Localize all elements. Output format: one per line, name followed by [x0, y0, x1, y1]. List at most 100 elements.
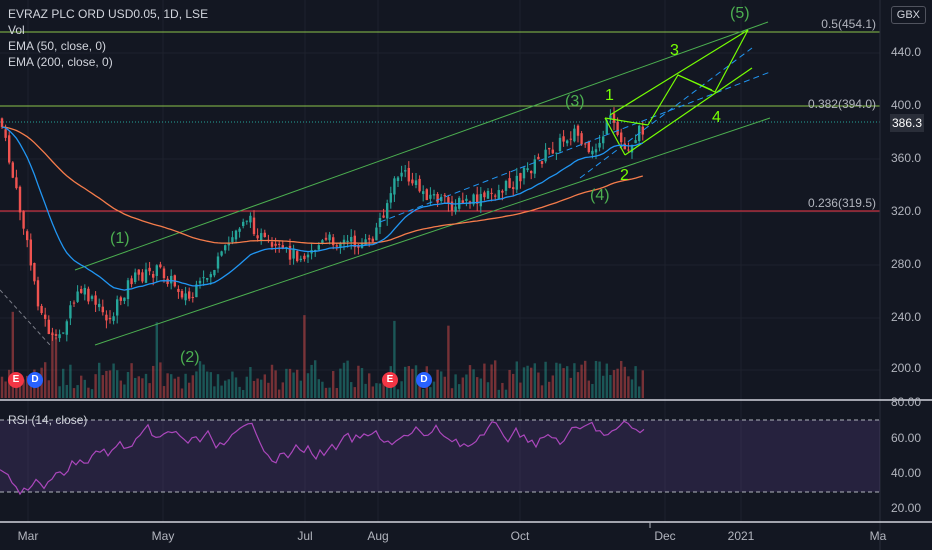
wave-label-5: (5) — [730, 5, 750, 22]
candle-body — [324, 237, 328, 240]
volume-bar — [206, 371, 209, 398]
candle-body — [170, 275, 173, 284]
candle-body — [123, 297, 126, 301]
candle-body — [537, 156, 540, 160]
volume-bar — [551, 375, 554, 398]
candle-body — [443, 195, 446, 197]
volume-bar — [44, 362, 47, 398]
projection-upper[interactable] — [609, 29, 749, 116]
volume-bar — [346, 360, 349, 398]
candle-body — [101, 306, 104, 313]
volume-bar — [303, 315, 306, 398]
candle-body — [332, 237, 335, 246]
currency-unit-button[interactable]: GBX — [890, 6, 926, 24]
candle-body — [486, 190, 490, 199]
candle-body — [594, 149, 598, 153]
volume-bar — [371, 386, 374, 398]
candle-body — [220, 251, 223, 256]
volume-bar — [98, 362, 101, 398]
volume-bar — [321, 381, 324, 398]
candle-body — [612, 113, 616, 123]
projection-cross[interactable] — [677, 74, 713, 91]
candle-body — [281, 245, 284, 249]
wave-label-4: (4) — [590, 187, 610, 204]
candle-body — [177, 288, 180, 292]
candle-body — [620, 132, 623, 143]
volume-bar — [170, 374, 173, 398]
volume-bar — [288, 368, 292, 398]
candle-body — [184, 293, 187, 301]
volume-bar — [598, 361, 601, 398]
volume-bar — [292, 372, 295, 398]
volume-bar — [245, 376, 248, 398]
price-axis-bg[interactable] — [880, 0, 932, 550]
rsi-label[interactable]: RSI (14, close) — [8, 413, 87, 427]
volume-bar — [429, 387, 432, 398]
volume-bar — [314, 360, 317, 398]
projection-lower[interactable] — [624, 67, 753, 156]
earnings-icon[interactable]: E — [8, 372, 24, 388]
candle-body — [234, 230, 238, 240]
volume-bar — [350, 382, 353, 398]
volume-bar — [368, 373, 371, 398]
candle-body — [429, 194, 432, 199]
wave-2-line[interactable] — [604, 117, 626, 156]
volume-bar — [260, 379, 263, 398]
candle-body — [22, 211, 25, 229]
candle-body — [461, 200, 464, 204]
last-price-tag: 386.3 — [890, 114, 924, 132]
candle-body — [69, 305, 72, 319]
volume-bar — [620, 360, 623, 398]
volume-bar — [209, 372, 212, 398]
ema200-legend[interactable]: EMA (200, close, 0) — [8, 55, 113, 69]
volume-bar — [216, 374, 220, 398]
candle-body — [278, 243, 281, 245]
ema50-legend[interactable]: EMA (50, close, 0) — [8, 39, 107, 53]
vol-legend[interactable]: Vol — [8, 23, 25, 37]
rsi-line[interactable] — [0, 420, 645, 496]
volume-bar — [558, 363, 562, 398]
wave-projection[interactable] — [604, 29, 753, 156]
channel-lower-line[interactable] — [94, 117, 771, 346]
volume-bar — [605, 363, 608, 398]
volume-bar — [234, 377, 238, 398]
volume-bar — [357, 365, 360, 398]
candle-body — [353, 235, 356, 248]
volume-bar — [472, 369, 475, 398]
channel-upper-line[interactable] — [74, 21, 769, 271]
volume-bar — [422, 388, 425, 398]
volume-bar — [11, 311, 14, 398]
volume-bar — [54, 337, 58, 398]
candle-body — [141, 272, 144, 282]
candle-body — [414, 180, 418, 186]
candle-body — [134, 272, 137, 283]
projection-path[interactable] — [647, 29, 749, 126]
candle-body — [476, 194, 479, 204]
candle-body — [432, 194, 436, 196]
ema-50-line[interactable] — [1, 126, 643, 291]
volume-bar — [573, 363, 576, 398]
elliott-channel[interactable] — [0, 21, 771, 346]
candle-body — [76, 291, 79, 302]
candle-body — [454, 206, 457, 212]
candle-body — [292, 248, 295, 259]
candle-body — [418, 178, 421, 192]
volume-bar — [0, 376, 4, 398]
wave-1-line[interactable] — [604, 117, 649, 126]
symbol-title[interactable]: EVRAZ PLC ORD USD0.05, 1D, LSE — [8, 7, 209, 21]
trend-line-left[interactable] — [0, 289, 51, 346]
volume-bar — [4, 381, 7, 398]
dividend-icon[interactable]: D — [416, 372, 432, 388]
candle-body — [540, 161, 544, 164]
candle-body — [591, 150, 594, 155]
candle-body — [0, 118, 4, 128]
ema-200-line[interactable] — [1, 126, 643, 245]
dividend-icon[interactable]: D — [27, 372, 43, 388]
channel-mid-dashed-2[interactable] — [579, 47, 753, 179]
volume-bar — [386, 384, 389, 398]
candle-body — [130, 278, 133, 285]
volume-bar — [202, 364, 205, 398]
earnings-icon[interactable]: E — [382, 372, 398, 388]
grid-lines — [0, 0, 880, 522]
